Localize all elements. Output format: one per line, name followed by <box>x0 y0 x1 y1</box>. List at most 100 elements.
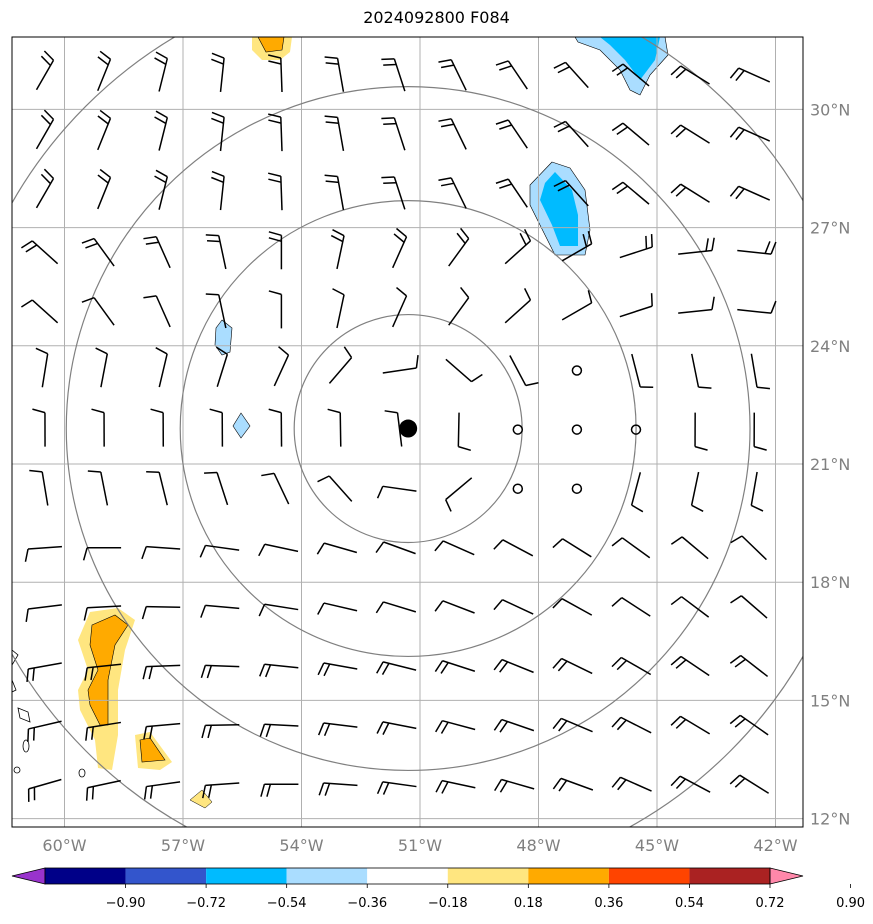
wind-barb <box>376 721 417 735</box>
colorbar-max-extend <box>769 867 804 885</box>
wind-barb <box>552 538 592 558</box>
calm-circle <box>512 483 524 494</box>
calm-circle <box>571 365 583 376</box>
wind-barb <box>678 296 715 314</box>
wind-barb <box>730 535 767 561</box>
small-contour-5 <box>12 649 19 666</box>
wind-barb <box>327 408 342 447</box>
wind-barb <box>97 50 112 92</box>
wind-barb <box>32 408 46 447</box>
wind-barb <box>267 54 283 93</box>
wind-barb <box>154 110 169 151</box>
wind-barb <box>26 662 62 682</box>
wind-barb <box>750 353 771 390</box>
yellow-patch-small <box>189 789 213 809</box>
wind-barb <box>259 723 299 738</box>
wind-barb <box>729 185 771 201</box>
wind-barb <box>445 477 473 512</box>
wind-barb <box>35 50 55 91</box>
wind-barb <box>211 52 225 92</box>
wind-barb <box>611 776 652 792</box>
colorbar-segment <box>206 868 287 884</box>
wind-barb <box>670 536 709 560</box>
wind-barb <box>561 231 593 262</box>
wind-barb <box>143 236 171 269</box>
colorbar: −0.90 −0.72 −0.54 −0.36 −0.18 0.18 0.36 0.54 0.7… <box>11 867 865 911</box>
wind-barb <box>631 353 654 389</box>
wind-barb <box>495 60 528 90</box>
wind-barb <box>737 300 777 314</box>
colorbar-tick-label: −0.90 <box>106 896 146 911</box>
wind-barb <box>204 471 229 506</box>
colorbar-segment <box>286 868 368 884</box>
wind-barb <box>438 118 467 150</box>
longitude-labels: 60°W 57°W 54°W 51°W 48°W 45°W 42°W <box>42 836 797 855</box>
wind-barb <box>729 714 769 736</box>
colorbar-tick-label: 0.54 <box>675 896 704 911</box>
wind-barb <box>729 67 771 83</box>
wind-barb <box>493 599 534 615</box>
wind-barb <box>81 237 115 267</box>
wind-barb <box>611 63 650 87</box>
wind-barb <box>258 543 299 557</box>
blue-patch-north-core <box>600 37 660 80</box>
wind-barb <box>261 472 290 505</box>
wind-barb <box>85 721 122 741</box>
wind-barb <box>382 355 419 374</box>
wind-barb <box>376 485 417 499</box>
wind-barb <box>20 299 59 324</box>
range-ring <box>65 86 751 772</box>
small-contour-4 <box>13 766 21 774</box>
wind-barb <box>611 716 652 734</box>
small-contour-2 <box>22 739 30 753</box>
colorbar-segment <box>528 868 609 884</box>
wind-barb <box>448 287 470 326</box>
wind-barb <box>376 781 417 795</box>
wind-barb <box>552 717 593 733</box>
wind-barb <box>95 347 109 388</box>
wind-barb <box>260 783 299 797</box>
wind-barb <box>154 169 169 210</box>
wind-barb <box>268 408 283 447</box>
wind-barb <box>82 547 122 561</box>
colorbar-segment <box>689 868 770 884</box>
wind-barb <box>552 598 593 616</box>
wind-barb <box>268 231 283 270</box>
wind-barb <box>316 542 358 555</box>
colorbar-tick-label: 0.36 <box>594 896 623 911</box>
graticule <box>12 37 803 827</box>
wind-barb <box>670 775 711 793</box>
wind-barb <box>317 602 358 615</box>
wind-barb <box>375 601 417 614</box>
wind-barb <box>630 472 644 513</box>
wind-barb <box>438 58 467 91</box>
wind-barb <box>205 293 227 329</box>
wind-barb <box>494 778 535 793</box>
wind-barb <box>611 122 650 146</box>
latitude-label: 12°N <box>810 810 850 829</box>
wind-barb <box>381 176 406 210</box>
wind-barb <box>730 595 768 619</box>
wind-barb <box>670 655 710 677</box>
wind-barb <box>611 597 651 617</box>
latitude-labels: 12°N 15°N 18°N 21°N 24°N 27°N 30°N <box>810 100 850 828</box>
latitude-label: 18°N <box>810 573 850 592</box>
wind-barb <box>553 61 589 89</box>
wind-barb <box>448 227 470 267</box>
wind-barb <box>504 288 532 324</box>
colorbar-frame <box>44 867 771 885</box>
wind-barb <box>267 113 283 152</box>
wind-barb <box>753 412 767 451</box>
wind-barb <box>729 654 769 678</box>
wind-barb <box>87 470 109 506</box>
wind-barb <box>611 656 652 676</box>
wind-barb <box>493 718 535 733</box>
wind-barb <box>690 353 712 389</box>
calm-circle <box>571 424 583 435</box>
wind-barb <box>27 720 62 742</box>
calm-circle <box>571 483 583 494</box>
wind-barb <box>143 722 181 740</box>
colorbar-tick-label: −0.36 <box>347 896 387 911</box>
wind-barb <box>619 234 653 259</box>
wind-barb <box>690 471 704 512</box>
